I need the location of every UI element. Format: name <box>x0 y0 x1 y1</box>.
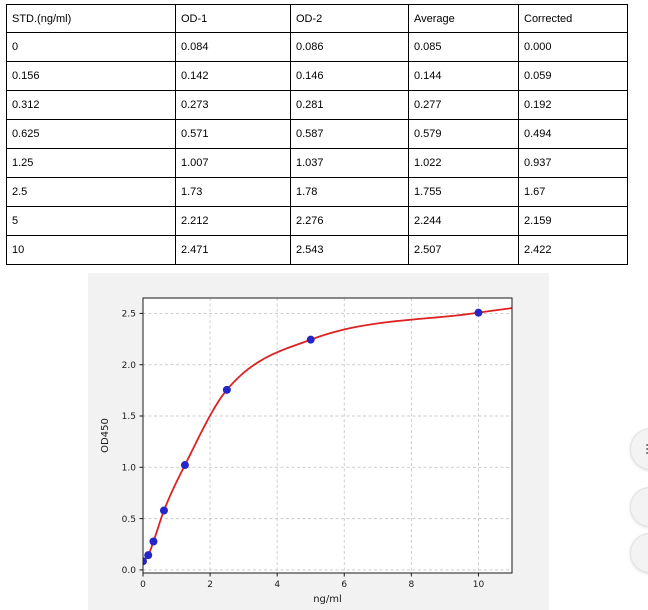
table-row: 0.312 0.273 0.281 0.277 0.192 <box>6 90 628 120</box>
standard-curve-chart: 0 2 4 6 8 10 0.0 0.5 1.0 1.5 2.0 2.5 ng/ml OD450 <box>100 297 513 605</box>
x-tick-label: 10 <box>473 580 485 590</box>
table-cell: 2.5 <box>6 177 176 207</box>
grid-lines <box>142 298 512 573</box>
table-cell: 0.937 <box>518 148 628 178</box>
table-cell: 0.144 <box>408 61 519 91</box>
table-cell: 0.571 <box>175 119 291 149</box>
x-tick-label: 4 <box>274 580 280 590</box>
header-cell: OD-2 <box>290 4 409 33</box>
table-cell: 5 <box>6 206 176 236</box>
table-cell: 2.507 <box>408 235 519 265</box>
table-cell: 0.579 <box>408 119 519 149</box>
table-cell: 0.142 <box>175 61 291 91</box>
header-cell: OD-1 <box>175 4 291 33</box>
header-cell: Corrected <box>518 4 628 33</box>
tick-marks <box>139 312 479 577</box>
standards-table: STD.(ng/ml) OD-1 OD-2 Average Corrected 0 0.0… <box>6 4 628 265</box>
data-point <box>222 385 231 394</box>
table-cell: 2.422 <box>518 235 628 265</box>
table-cell: 2.471 <box>175 235 291 265</box>
table-cell: 0.085 <box>408 32 519 62</box>
standards-table-body: 0 0.084 0.086 0.085 0.000 0.156 0.142 0.146 0.14… <box>6 32 628 265</box>
plot-area <box>143 298 512 573</box>
table-row: 1.25 1.007 1.037 1.022 0.937 <box>6 148 628 178</box>
table-cell: 0.192 <box>518 90 628 120</box>
x-tick-label: 6 <box>341 580 347 590</box>
floating-button-2[interactable] <box>630 487 648 527</box>
header-cell: Average <box>408 4 519 33</box>
y-tick-label: 0.5 <box>122 515 136 525</box>
data-point <box>306 335 315 344</box>
y-axis-label: OD450 <box>100 418 111 453</box>
table-cell: 2.276 <box>290 206 409 236</box>
table-cell: 1.037 <box>290 148 409 178</box>
standard-curve-figure: 0 2 4 6 8 10 0.0 0.5 1.0 1.5 2.0 2.5 ng/ml OD450 <box>88 273 549 610</box>
table-cell: 0.625 <box>6 119 176 149</box>
table-cell: 0.156 <box>6 61 176 91</box>
table-cell: 2.212 <box>175 206 291 236</box>
table-cell: 0.587 <box>290 119 409 149</box>
table-cell: 0 <box>6 32 176 62</box>
table-cell: 0.277 <box>408 90 519 120</box>
table-row: 0.156 0.142 0.146 0.144 0.059 <box>6 61 628 91</box>
y-tick-label: 2.0 <box>122 361 137 371</box>
y-tick-label: 1.5 <box>122 412 136 422</box>
x-tick-label: 2 <box>207 580 213 590</box>
data-points <box>143 308 483 566</box>
y-tick-label: 0.0 <box>122 566 137 576</box>
plot-border <box>142 297 513 574</box>
list-lines-icon <box>646 444 648 454</box>
table-row: 0.625 0.571 0.587 0.579 0.494 <box>6 119 628 149</box>
table-cell: 1.007 <box>175 148 291 178</box>
table-cell: 1.755 <box>408 177 519 207</box>
table-cell: 2.543 <box>290 235 409 265</box>
floating-button-1[interactable] <box>630 428 648 470</box>
table-cell: 0.146 <box>290 61 409 91</box>
x-tick-label: 0 <box>140 580 146 590</box>
table-cell: 0.086 <box>290 32 409 62</box>
table-cell: 1.67 <box>518 177 628 207</box>
table-cell: 10 <box>6 235 176 265</box>
x-axis-label: ng/ml <box>313 594 342 605</box>
table-cell: 0.273 <box>175 90 291 120</box>
table-cell: 0.494 <box>518 119 628 149</box>
table-cell: 1.022 <box>408 148 519 178</box>
table-header-row: STD.(ng/ml) OD-1 OD-2 Average Corrected <box>6 4 628 33</box>
data-point <box>143 557 147 566</box>
table-cell: 0.059 <box>518 61 628 91</box>
table-row: 10 2.471 2.543 2.507 2.422 <box>6 235 628 265</box>
x-tick-label: 8 <box>408 580 414 590</box>
table-cell: 0.312 <box>6 90 176 120</box>
table-cell: 0.084 <box>175 32 291 62</box>
header-cell: STD.(ng/ml) <box>6 4 176 33</box>
table-row: 5 2.212 2.276 2.244 2.159 <box>6 206 628 236</box>
table-cell: 0.000 <box>518 32 628 62</box>
data-point <box>144 551 153 560</box>
data-point <box>180 461 189 470</box>
table-cell: 2.244 <box>408 206 519 236</box>
y-tick-label: 1.0 <box>122 464 137 474</box>
y-tick-label: 2.5 <box>122 310 136 320</box>
table-cell: 2.159 <box>518 206 628 236</box>
standards-table-head: STD.(ng/ml) OD-1 OD-2 Average Corrected <box>6 4 628 33</box>
floating-button-3[interactable] <box>630 533 648 573</box>
data-point <box>149 537 158 546</box>
table-cell: 0.281 <box>290 90 409 120</box>
data-point <box>159 506 168 515</box>
table-cell: 1.25 <box>6 148 176 178</box>
table-cell: 1.78 <box>290 177 409 207</box>
data-point <box>474 308 483 317</box>
table-row: 2.5 1.73 1.78 1.755 1.67 <box>6 177 628 207</box>
table-row: 0 0.084 0.086 0.085 0.000 <box>6 32 628 62</box>
table-cell: 1.73 <box>175 177 291 207</box>
